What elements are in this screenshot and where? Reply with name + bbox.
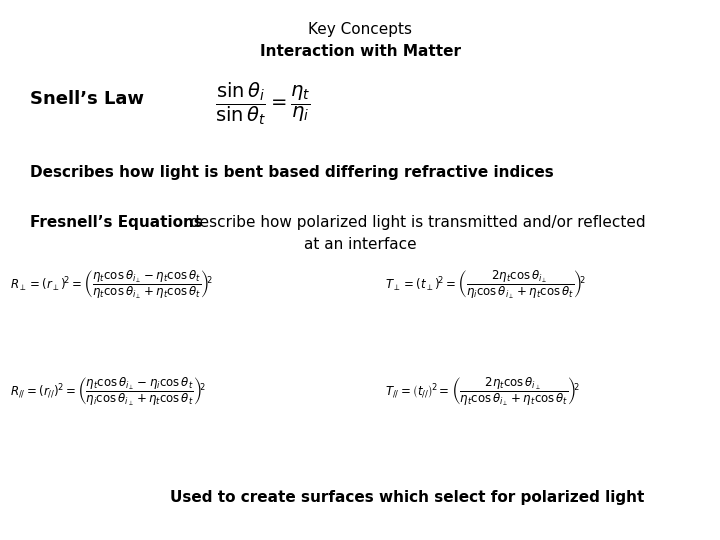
Text: describe how polarized light is transmitted and/or reflected: describe how polarized light is transmit… [185,215,646,230]
Text: $R_\perp = \left(r_\perp\right)^{\!2} = \left(\dfrac{\eta_t\cos\theta_{i_\perp} : $R_\perp = \left(r_\perp\right)^{\!2} = … [10,268,213,301]
Text: Key Concepts: Key Concepts [308,22,412,37]
Text: $T_\perp = \left(t_\perp\right)^{\!2} = \left(\dfrac{2\eta_t\cos\theta_{i_\perp}: $T_\perp = \left(t_\perp\right)^{\!2} = … [385,268,586,301]
Text: Interaction with Matter: Interaction with Matter [259,44,461,59]
Text: Fresnell’s Equations: Fresnell’s Equations [30,215,203,230]
Text: Snell’s Law: Snell’s Law [30,90,144,108]
Text: $\dfrac{\sin\theta_i}{\sin\theta_t} = \dfrac{\eta_t}{\eta_i}$: $\dfrac{\sin\theta_i}{\sin\theta_t} = \d… [215,80,310,127]
Text: $R_{//} = \left(r_{//}\right)^{\!2} = \left(\dfrac{\eta_t\cos\theta_{i_\perp} - : $R_{//} = \left(r_{//}\right)^{\!2} = \l… [10,375,205,408]
Text: Describes how light is bent based differing refractive indices: Describes how light is bent based differ… [30,165,554,180]
Text: at an interface: at an interface [304,237,416,252]
Text: $T_{//} = \left(t_{//}\right)^{\!2} = \left(\dfrac{2\eta_t\cos\theta_{i_\perp}}{: $T_{//} = \left(t_{//}\right)^{\!2} = \l… [385,375,580,408]
Text: Used to create surfaces which select for polarized light: Used to create surfaces which select for… [170,490,644,505]
